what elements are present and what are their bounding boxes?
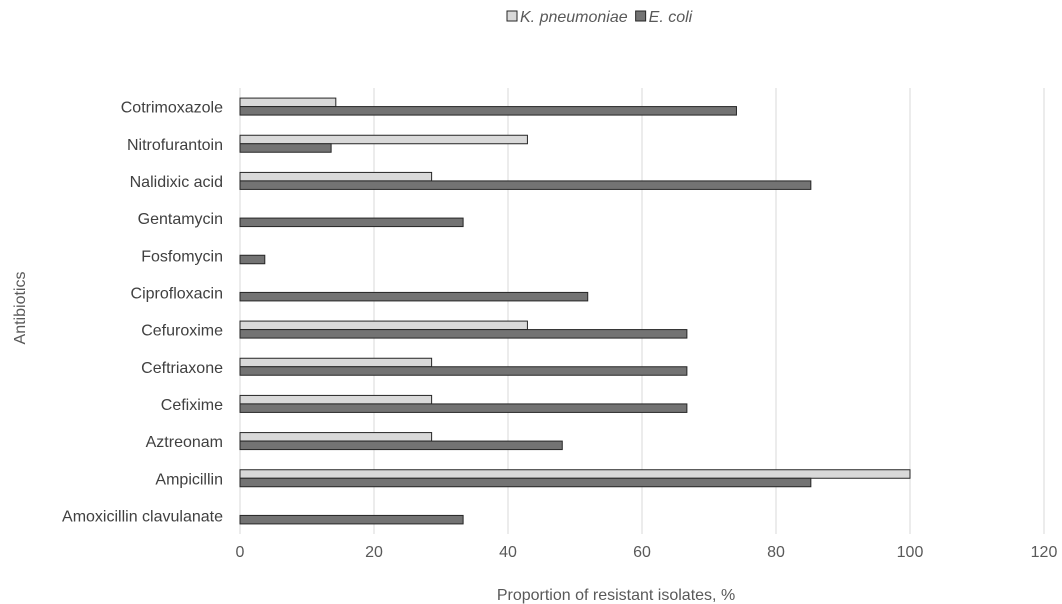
x-axis-title: Proportion of resistant isolates, % xyxy=(497,587,735,604)
x-tick-label: 120 xyxy=(1031,544,1058,561)
legend-label: K. pneumoniae xyxy=(520,9,628,26)
legend-swatch xyxy=(635,10,647,22)
category-label: Cefuroxime xyxy=(141,323,223,340)
gridlines xyxy=(239,88,1045,534)
category-label: Ampicillin xyxy=(155,471,223,488)
bars xyxy=(239,97,911,525)
bar-e-coli xyxy=(239,291,589,302)
category-label: Amoxicillin clavulanate xyxy=(62,508,223,525)
bar-k-pneumoniae xyxy=(239,469,911,479)
category-label: Fosfomycin xyxy=(141,248,223,265)
bar-e-coli xyxy=(239,366,688,376)
category-label: Aztreonam xyxy=(146,434,223,451)
legend-label: E. coli xyxy=(649,9,693,26)
bar-k-pneumoniae xyxy=(239,432,433,442)
bar-k-pneumoniae xyxy=(239,97,337,108)
x-tick-label: 80 xyxy=(767,544,785,561)
bar-k-pneumoniae xyxy=(239,357,433,368)
x-tick-label: 0 xyxy=(236,544,245,561)
bar-k-pneumoniae xyxy=(239,394,433,405)
category-label: Cotrimoxazole xyxy=(121,100,223,117)
bar-e-coli xyxy=(239,217,464,228)
bar-k-pneumoniae xyxy=(239,171,433,182)
bar-e-coli xyxy=(239,514,464,525)
bar-e-coli xyxy=(239,254,266,265)
bar-k-pneumoniae xyxy=(239,134,528,145)
bar-e-coli xyxy=(239,477,812,488)
x-tick-label: 20 xyxy=(365,544,383,561)
bar-e-coli xyxy=(239,440,563,451)
x-tick-labels: 0 20 40 60 80 100 120 xyxy=(236,544,1058,561)
bar-e-coli xyxy=(239,403,688,413)
category-label: Nalidixic acid xyxy=(130,174,223,191)
bar-e-coli xyxy=(239,180,812,190)
category-label: Cefixime xyxy=(161,397,223,414)
category-label: Ciprofloxacin xyxy=(131,285,223,302)
category-label: Ceftriaxone xyxy=(141,360,223,377)
category-label: Nitrofurantoin xyxy=(127,137,223,154)
bar-e-coli xyxy=(239,329,688,339)
x-tick-label: 40 xyxy=(499,544,517,561)
bar-k-pneumoniae xyxy=(239,320,528,331)
category-label: Gentamycin xyxy=(138,211,223,228)
category-labels: Cotrimoxazole Nitrofurantoin Nalidixic aci… xyxy=(62,100,223,526)
y-axis-title: Antibiotics xyxy=(12,272,29,345)
bar-e-coli xyxy=(239,106,737,116)
legend-swatch xyxy=(506,10,518,22)
legend: K. pneumoniae E. coli xyxy=(506,9,693,26)
x-tick-label: 60 xyxy=(633,544,651,561)
x-tick-label: 100 xyxy=(897,544,924,561)
bar-e-coli xyxy=(239,143,332,153)
